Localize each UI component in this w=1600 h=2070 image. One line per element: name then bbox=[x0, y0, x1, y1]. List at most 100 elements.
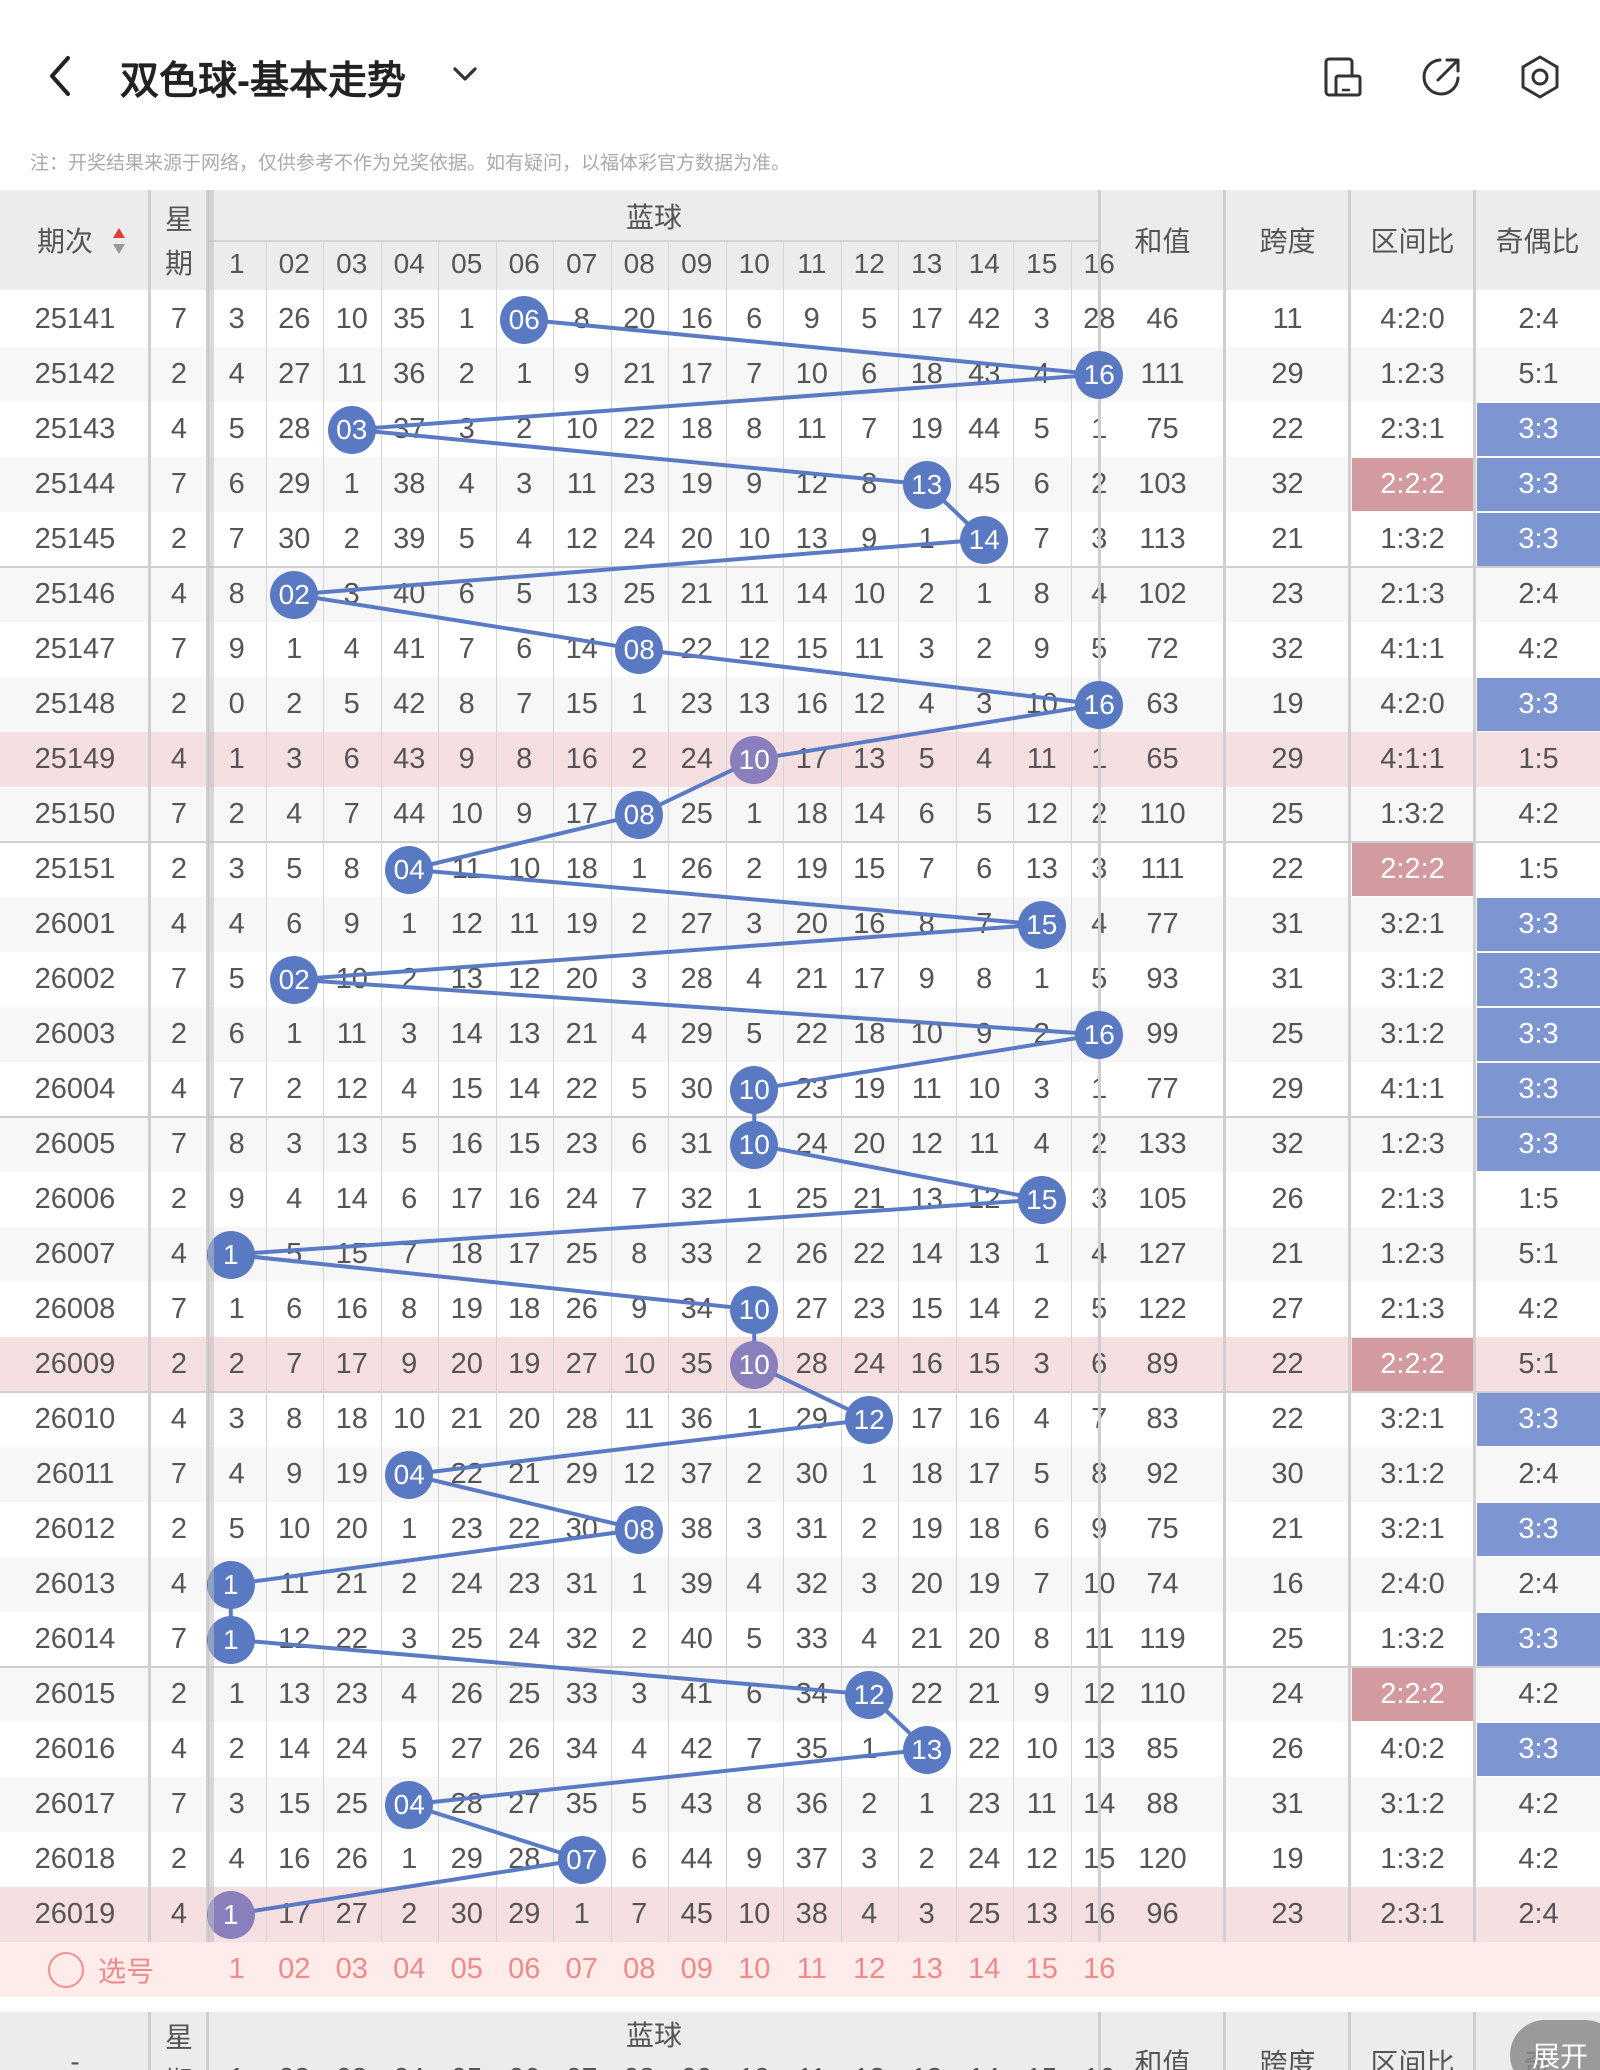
blue-ball-hit[interactable]: 13 bbox=[902, 460, 951, 509]
blue-miss-cell: 8 bbox=[1033, 1623, 1050, 1655]
select-ball-8[interactable]: 08 bbox=[623, 1953, 656, 1985]
select-ball-7[interactable]: 07 bbox=[565, 1953, 598, 1985]
blue-miss-cell: 13 bbox=[910, 1183, 943, 1215]
settings-button[interactable] bbox=[1516, 52, 1564, 102]
select-ball-9[interactable]: 09 bbox=[680, 1953, 713, 1985]
blue-miss-cell: 10 bbox=[335, 303, 368, 335]
blue-ball-hit[interactable]: 10 bbox=[730, 735, 779, 784]
blue-miss-cell: 8 bbox=[286, 1403, 303, 1435]
blue-miss-cell: 5 bbox=[286, 853, 303, 885]
blue-miss-cell: 20 bbox=[853, 1128, 886, 1160]
row-issue: 26012 bbox=[34, 1513, 116, 1545]
blue-miss-cell: 28 bbox=[680, 963, 713, 995]
select-ball-5[interactable]: 05 bbox=[450, 1953, 483, 1985]
blue-miss-cell: 12 bbox=[450, 908, 483, 940]
blue-ball-hit[interactable]: 08 bbox=[615, 625, 664, 674]
blue-ball-hit[interactable]: 15 bbox=[1017, 900, 1066, 949]
group-separator bbox=[0, 1391, 1600, 1393]
select-ball-2[interactable]: 02 bbox=[278, 1953, 311, 1985]
blue-ball-hit[interactable]: 16 bbox=[1075, 1010, 1124, 1059]
row-sum: 105 bbox=[1138, 1183, 1187, 1215]
blue-ball-hit[interactable]: 06 bbox=[500, 295, 549, 344]
blue-ball-hit[interactable]: 1 bbox=[206, 1230, 255, 1279]
blue-ball-hit[interactable]: 12 bbox=[845, 1670, 894, 1719]
blue-miss-cell: 5 bbox=[861, 303, 878, 335]
blue-ball-hit[interactable]: 10 bbox=[730, 1285, 779, 1334]
select-ball-11[interactable]: 11 bbox=[796, 1953, 827, 1985]
row-weekday: 2 bbox=[170, 1183, 188, 1215]
title-dropdown-button[interactable] bbox=[448, 62, 482, 88]
select-ball-1[interactable]: 1 bbox=[228, 1953, 245, 1985]
blue-ball-hit[interactable]: 10 bbox=[730, 1065, 779, 1114]
blue-ball-hit[interactable]: 10 bbox=[730, 1120, 779, 1169]
blue-ball-hit[interactable]: 04 bbox=[385, 1780, 434, 1829]
select-ball-16[interactable]: 16 bbox=[1083, 1953, 1116, 1985]
blue-miss-cell: 15 bbox=[853, 853, 886, 885]
blue-miss-cell: 10 bbox=[393, 1403, 426, 1435]
row-weekday: 7 bbox=[170, 1788, 188, 1820]
blue-miss-cell: 41 bbox=[680, 1678, 713, 1710]
row-weekday: 4 bbox=[170, 1568, 188, 1600]
select-ball-13[interactable]: 13 bbox=[910, 1953, 943, 1985]
header-blue-2: 02 bbox=[278, 248, 310, 279]
row-weekday: 7 bbox=[170, 1623, 188, 1655]
blue-column-divider bbox=[610, 242, 612, 1942]
header-issue[interactable]: 期次 bbox=[36, 226, 93, 257]
blue-ball-hit[interactable]: 13 bbox=[902, 1725, 951, 1774]
blue-miss-cell: 19 bbox=[853, 1073, 886, 1105]
blue-miss-cell: 13 bbox=[853, 743, 886, 775]
row-weekday: 7 bbox=[170, 1293, 188, 1325]
blue-ball-hit[interactable]: 02 bbox=[270, 955, 319, 1004]
group-separator bbox=[0, 1116, 1600, 1118]
select-ball-14[interactable]: 14 bbox=[968, 1953, 1001, 1985]
blue-miss-cell: 10 bbox=[853, 578, 886, 610]
header-blue-11: 11 bbox=[797, 248, 827, 279]
row-issue: 26019 bbox=[34, 1898, 116, 1930]
blue-miss-cell: 23 bbox=[968, 1788, 1001, 1820]
select-ball-15[interactable]: 15 bbox=[1025, 1953, 1058, 1985]
sort-icon[interactable] bbox=[112, 226, 126, 256]
page-title[interactable]: 双色球-基本走势 bbox=[120, 60, 406, 103]
blue-miss-cell: 1 bbox=[631, 853, 648, 885]
blue-ball-hit[interactable]: 12 bbox=[845, 1395, 894, 1444]
blue-miss-cell: 3 bbox=[1033, 303, 1050, 335]
blue-miss-cell: 6 bbox=[631, 1128, 648, 1160]
blue-miss-cell: 38 bbox=[393, 468, 426, 500]
blue-ball-hit[interactable]: 03 bbox=[327, 405, 376, 454]
blue-ball-hit[interactable]: 16 bbox=[1075, 350, 1124, 399]
select-ball-6[interactable]: 06 bbox=[508, 1953, 541, 1985]
back-button[interactable] bbox=[40, 50, 80, 102]
footer-blue-4: 04 bbox=[381, 2058, 439, 2070]
blue-miss-cell: 11 bbox=[624, 1403, 655, 1435]
blue-miss-cell: 16 bbox=[968, 1403, 1001, 1435]
select-ball-12[interactable]: 12 bbox=[853, 1953, 886, 1985]
blue-ball-hit[interactable]: 08 bbox=[615, 1505, 664, 1554]
header-blue-14: 14 bbox=[968, 248, 1000, 279]
expand-button[interactable]: 展开 bbox=[1510, 2020, 1600, 2070]
group-separator bbox=[0, 1666, 1600, 1668]
blue-ball-hit[interactable]: 16 bbox=[1075, 680, 1124, 729]
select-ball-10[interactable]: 10 bbox=[738, 1953, 771, 1985]
blue-ball-hit[interactable]: 04 bbox=[385, 845, 434, 894]
blue-ball-hit[interactable]: 14 bbox=[960, 515, 1009, 564]
blue-miss-cell: 41 bbox=[393, 633, 426, 665]
blue-miss-cell: 29 bbox=[680, 1018, 713, 1050]
select-ball-4[interactable]: 04 bbox=[393, 1953, 426, 1985]
screenshot-button[interactable] bbox=[1320, 54, 1366, 100]
blue-ball-hit[interactable]: 10 bbox=[730, 1340, 779, 1389]
blue-ball-hit[interactable]: 1 bbox=[206, 1560, 255, 1609]
blue-ball-hit[interactable]: 02 bbox=[270, 570, 319, 619]
blue-ball-hit[interactable]: 07 bbox=[557, 1835, 606, 1884]
share-button[interactable] bbox=[1418, 54, 1464, 100]
blue-ball-hit[interactable]: 1 bbox=[206, 1615, 255, 1664]
row-odd-even-ratio: 4:2 bbox=[1518, 633, 1559, 665]
blue-ball-hit[interactable]: 15 bbox=[1017, 1175, 1066, 1224]
blue-ball-hit[interactable]: 08 bbox=[615, 790, 664, 839]
blue-miss-cell: 34 bbox=[795, 1678, 828, 1710]
select-ball-3[interactable]: 03 bbox=[335, 1953, 368, 1985]
blue-miss-cell: 4 bbox=[631, 1733, 648, 1765]
select-number-button[interactable]: 选号 bbox=[48, 1951, 188, 1989]
blue-ball-hit[interactable]: 1 bbox=[206, 1890, 255, 1939]
blue-miss-cell: 20 bbox=[335, 1513, 368, 1545]
blue-ball-hit[interactable]: 04 bbox=[385, 1450, 434, 1499]
